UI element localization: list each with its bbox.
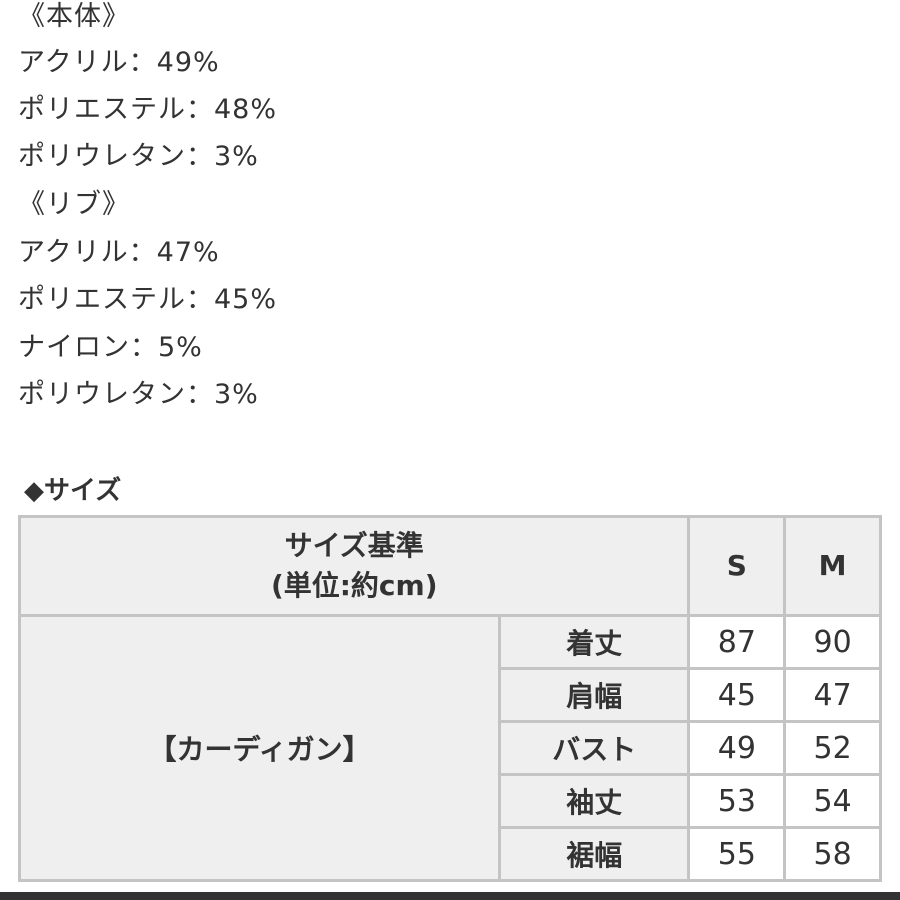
table-row: 肩幅 45 47 bbox=[20, 667, 882, 723]
row-label: 着丈 bbox=[498, 614, 691, 670]
material-line: ナイロン：5% bbox=[18, 332, 203, 363]
value-m: 47 bbox=[783, 667, 882, 723]
material-line: アクリル：49% bbox=[18, 47, 220, 78]
table-row: 【カーディガン】 着丈 87 90 bbox=[17, 614, 882, 882]
section-label-body: 《本体》 bbox=[18, 1, 130, 32]
size-standard-title: サイズ基準 bbox=[284, 529, 424, 562]
value-s: 55 bbox=[687, 826, 787, 882]
value-m: 54 bbox=[783, 773, 882, 829]
size-standard-header: サイズ基準 (単位:約cm) bbox=[17, 515, 691, 617]
material-line: アクリル：47% bbox=[18, 237, 220, 268]
group-label: 【カーディガン】 bbox=[17, 614, 502, 882]
value-m: 58 bbox=[783, 826, 882, 882]
value-s: 45 bbox=[687, 667, 787, 723]
bottom-edge bbox=[0, 892, 900, 900]
size-table: サイズ基準 (単位:約cm) S M 【カーディガン】 着丈 87 90 肩幅 … bbox=[17, 515, 882, 882]
value-m: 52 bbox=[783, 720, 882, 776]
table-row: 袖丈 53 54 bbox=[20, 773, 882, 829]
material-line: ポリエステル：45% bbox=[18, 284, 278, 315]
row-label: 肩幅 bbox=[498, 667, 691, 723]
row-label: バスト bbox=[498, 720, 691, 776]
unit-label: (単位:約cm) bbox=[270, 569, 438, 602]
row-label: 裾幅 bbox=[498, 826, 691, 882]
row-label: 袖丈 bbox=[498, 773, 691, 829]
value-s: 49 bbox=[687, 720, 787, 776]
size-header-m: M bbox=[783, 515, 882, 617]
value-s: 87 bbox=[687, 614, 787, 670]
section-label-rib: 《リブ》 bbox=[18, 189, 130, 220]
size-heading: ◆サイズ bbox=[24, 476, 122, 506]
material-line: ポリウレタン：3% bbox=[18, 379, 259, 410]
table-row: 裾幅 55 58 bbox=[20, 826, 882, 882]
material-line: ポリウレタン：3% bbox=[18, 141, 259, 172]
value-m: 90 bbox=[783, 614, 882, 670]
material-line: ポリエステル：48% bbox=[18, 94, 278, 125]
size-header-s: S bbox=[687, 515, 787, 617]
table-header-row: サイズ基準 (単位:約cm) S M bbox=[17, 515, 882, 617]
table-row: バスト 49 52 bbox=[20, 720, 882, 776]
value-s: 53 bbox=[687, 773, 787, 829]
